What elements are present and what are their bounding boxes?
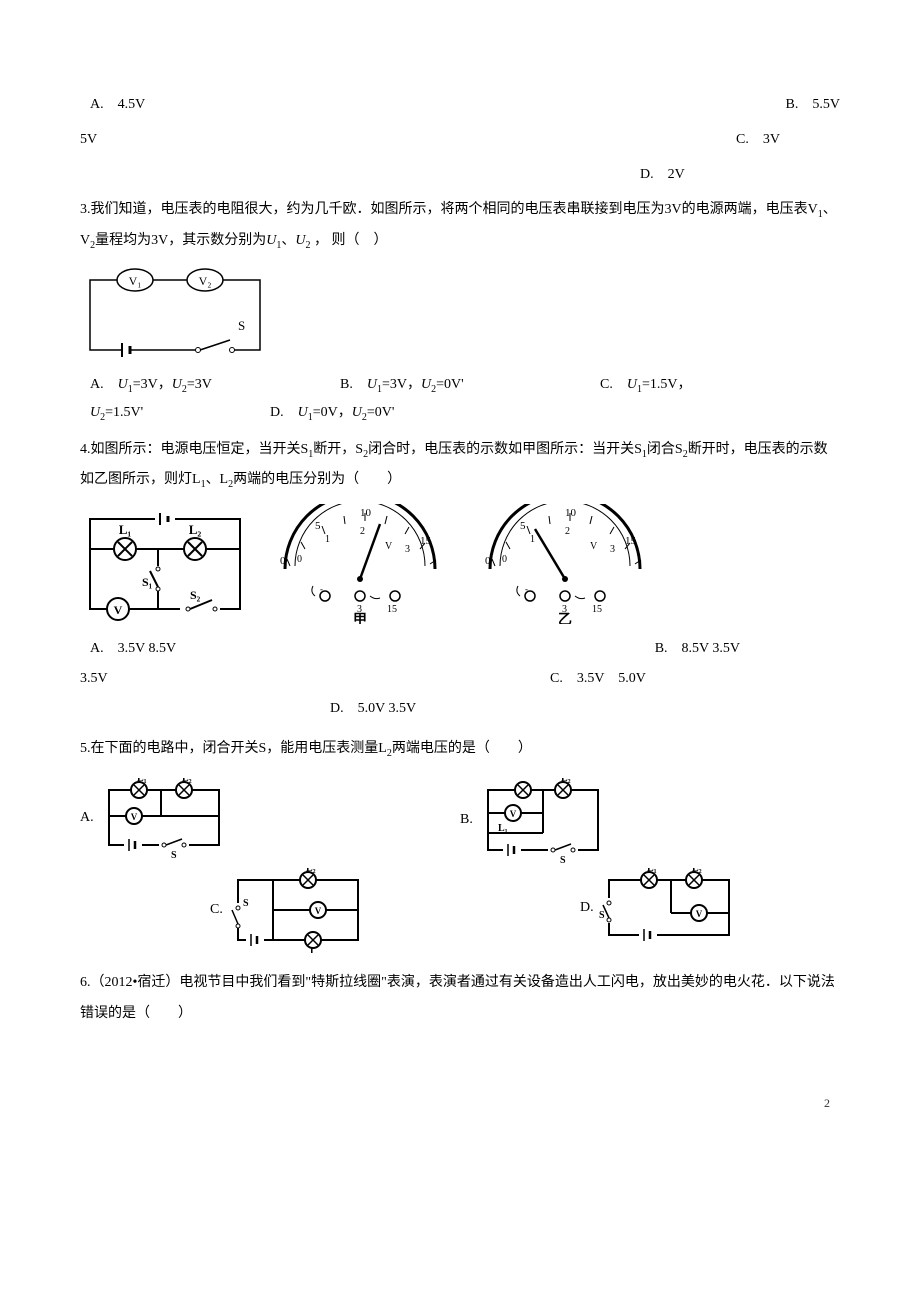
svg-text:15: 15	[625, 535, 637, 547]
svg-text:乙: 乙	[558, 612, 572, 624]
q2-opt-b: B. 5.5V	[786, 90, 840, 121]
q4-meter-jia: 0 5 10 15 0 1 2 3 V -	[265, 504, 455, 624]
svg-text:S₁: S₁	[142, 575, 153, 589]
q5-figures: A. L₁ L₂ V S	[80, 773, 840, 953]
svg-text:15: 15	[592, 604, 602, 615]
q2-options: A. 4.5V B. 5.5V 5V C. 3V D. 2V	[80, 90, 840, 170]
q5-label-b: B.	[460, 805, 473, 836]
svg-text:3: 3	[610, 544, 615, 555]
svg-text:0: 0	[502, 554, 507, 565]
svg-text:L₂: L₂	[306, 868, 316, 874]
q5-label-c: C.	[210, 895, 223, 926]
q3-text: 3.我们知道，电压表的电阻很大，约为几千欧．如图所示，将两个相同的电压表串联接到…	[80, 195, 840, 257]
q5-circuit-a: L₁ L₂ V S	[99, 778, 229, 858]
q5-text: 5.在下面的电路中，闭合开关S，能用电压表测量L2两端电压的是（ ）	[80, 734, 840, 765]
q4-opt-b: B. 8.5V 3.5V	[655, 634, 740, 665]
svg-text:5: 5	[315, 520, 321, 532]
q4-circuit: L₁ L₂ S₁ S₂ V	[80, 504, 250, 624]
svg-text:1: 1	[325, 534, 330, 545]
q2-opt-d: D. 2V	[640, 160, 685, 191]
q3-circuit-diagram: V₁ V₂ S	[80, 265, 280, 365]
svg-text:S: S	[171, 850, 177, 858]
svg-text:2: 2	[565, 526, 570, 537]
svg-text:L₁: L₁	[647, 868, 657, 874]
svg-text:L₁: L₁	[119, 522, 132, 537]
q2-b-cont: 5V	[80, 125, 97, 156]
svg-text:L₂: L₂	[182, 778, 192, 784]
q6-text: 6.（2012•宿迁）电视节目中我们看到"特斯拉线圈"表演，表演者通过有关设备造…	[80, 968, 840, 1030]
svg-text:L₂: L₂	[561, 778, 571, 784]
q2-opt-a: A. 4.5V	[90, 90, 145, 121]
svg-text:L₁: L₁	[310, 947, 320, 953]
v2-label: V₂	[199, 274, 212, 288]
svg-text:S: S	[599, 910, 605, 921]
svg-text:V: V	[114, 603, 123, 617]
s-label: S	[238, 318, 245, 333]
svg-text:V: V	[590, 541, 598, 552]
q4-opt-a: A. 3.5V 8.5V	[90, 634, 176, 665]
q4-figures: L₁ L₂ S₁ S₂ V	[80, 504, 840, 624]
q5-circuit-c: L₂ S V L₁	[228, 868, 368, 953]
svg-text:L₁: L₁	[137, 778, 147, 784]
svg-text:甲: 甲	[353, 612, 367, 624]
svg-text:3: 3	[405, 544, 410, 555]
svg-text:10: 10	[360, 507, 372, 519]
q4-text: 4.如图所示：电源电压恒定，当开关S1断开，S2闭合时，电压表的示数如甲图所示：…	[80, 435, 840, 497]
q5-label-d: D.	[580, 893, 594, 924]
svg-text:-: -	[320, 584, 323, 594]
svg-text:L₂: L₂	[189, 522, 202, 537]
svg-text:5: 5	[520, 520, 526, 532]
q2-opt-c: C. 3V	[736, 125, 780, 156]
page-content: A. 4.5V B. 5.5V 5V C. 3V D. 2V 3.我们知道，电压…	[0, 0, 920, 1156]
q3-options: A. U1=3V，U2=3V B. U1=3V，U2=0V' C. U1=1.5…	[80, 370, 840, 425]
v1-label: V₁	[129, 274, 142, 288]
q4-options: A. 3.5V 8.5V B. 8.5V 3.5V 3.5V C. 3.5V 5…	[80, 634, 840, 724]
svg-text:L₂: L₂	[692, 868, 702, 874]
svg-text:S: S	[243, 898, 249, 909]
q4-opt-c: C. 3.5V 5.0V	[550, 664, 646, 695]
svg-text:0: 0	[280, 555, 286, 567]
svg-text:1: 1	[530, 534, 535, 545]
svg-text:0: 0	[485, 555, 491, 567]
q5-circuit-d: L₁ L₂ V S	[599, 868, 739, 948]
svg-text:V: V	[315, 906, 322, 916]
svg-text:V: V	[695, 909, 702, 919]
svg-text:10: 10	[565, 507, 577, 519]
svg-text:S₂: S₂	[190, 588, 201, 602]
svg-text:-: -	[525, 584, 528, 594]
svg-text:S: S	[560, 855, 566, 863]
q5-circuit-b: L₂ V L₁ S	[478, 778, 608, 863]
q4-meter-yi: 0 5 10 15 0 1 2 3 V - 3 15	[470, 504, 660, 624]
q5-label-a: A.	[80, 803, 94, 834]
svg-text:15: 15	[387, 604, 397, 615]
svg-text:2: 2	[360, 526, 365, 537]
q4-opt-d: D. 5.0V 3.5V	[330, 694, 416, 725]
svg-text:V: V	[510, 809, 517, 819]
svg-text:15: 15	[420, 535, 432, 547]
page-number: 2	[80, 1090, 840, 1116]
svg-text:0: 0	[297, 554, 302, 565]
svg-text:L₁: L₁	[498, 823, 508, 834]
svg-text:V: V	[385, 541, 393, 552]
svg-text:V: V	[130, 812, 137, 822]
